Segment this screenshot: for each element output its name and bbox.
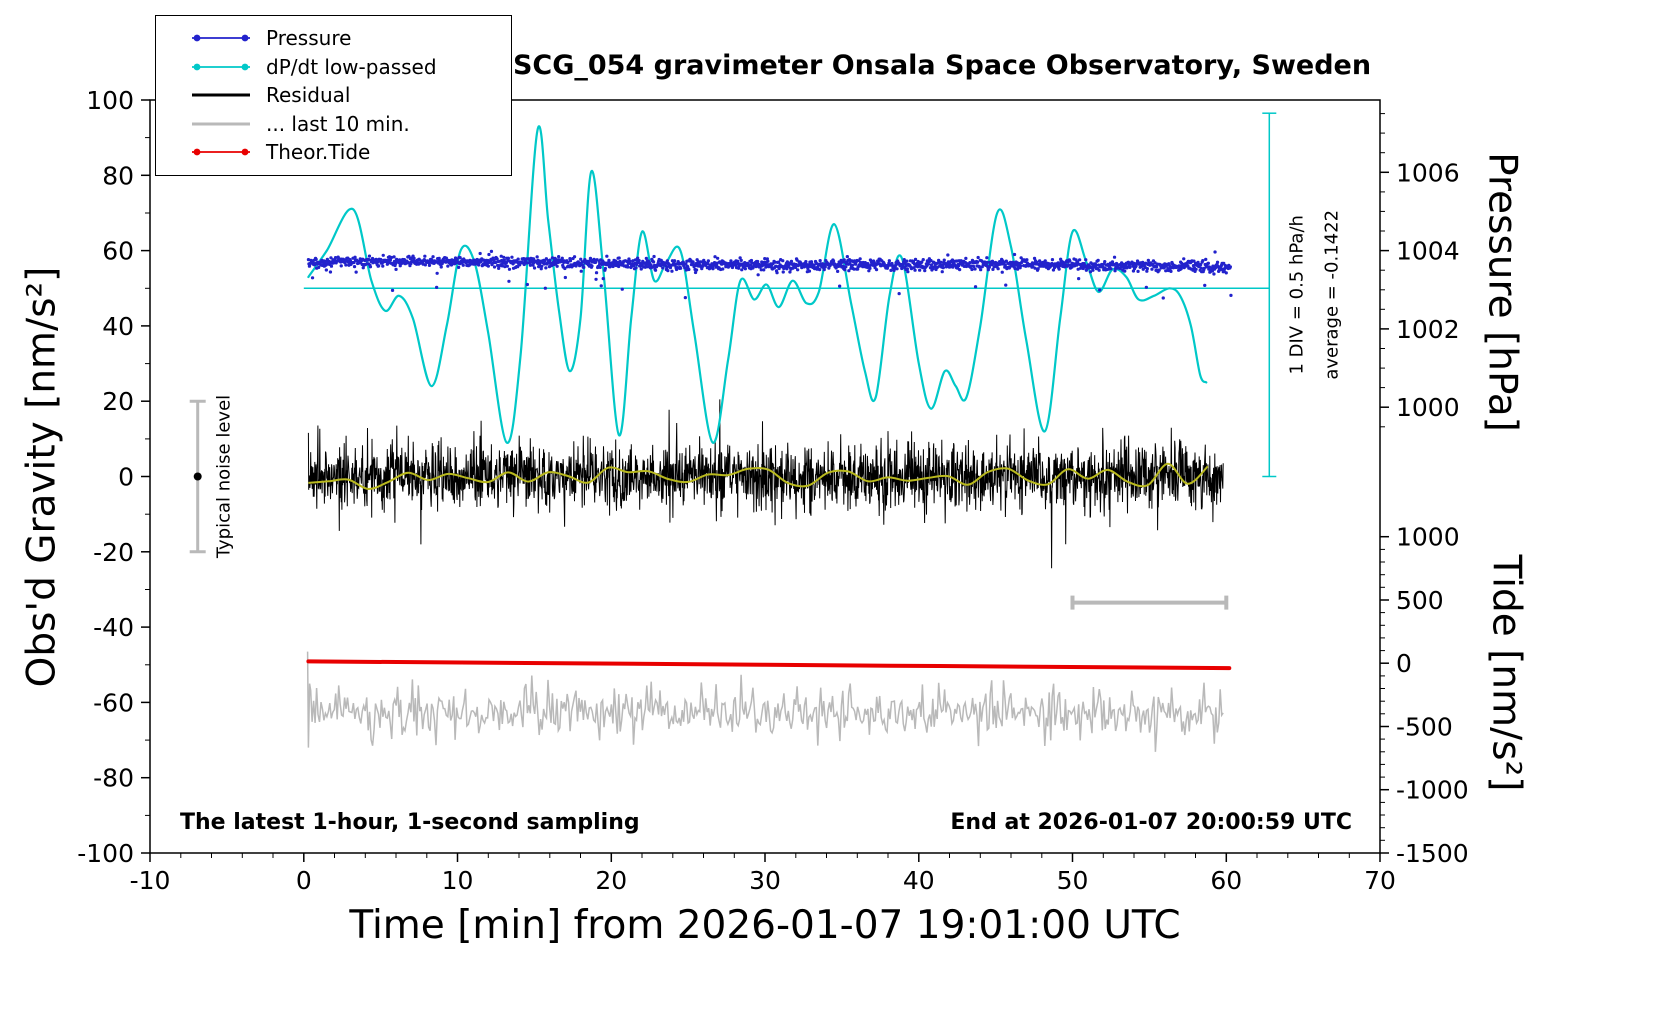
legend-swatch-pressure-icon — [192, 34, 250, 42]
y-tick-label: -40 — [93, 613, 134, 642]
x-tick-label: 40 — [903, 866, 935, 895]
x-tick-label: 0 — [296, 866, 312, 895]
tide-tick-label: -1000 — [1396, 776, 1469, 805]
tide-tick-label: -500 — [1396, 713, 1453, 742]
y-tick-label: 20 — [102, 387, 134, 416]
series-pressure — [306, 249, 1233, 300]
pressure-tick-label: 1004 — [1396, 237, 1460, 266]
typical-noise-level-label: Typical noise level — [214, 395, 235, 559]
tide-tick-label: 500 — [1396, 586, 1444, 615]
x-axis-label: Time [min] from 2026-01-07 19:01:00 UTC — [349, 903, 1181, 948]
y-axis-label-gravity: Obs'd Gravity [nm/s²] — [19, 266, 65, 688]
noise-level-dot — [193, 472, 202, 481]
x-tick-label: 70 — [1364, 866, 1396, 895]
y-tick-label: -60 — [93, 688, 134, 717]
legend-label: ... last 10 min. — [266, 111, 410, 136]
end-time-note: End at 2026-01-07 20:00:59 UTC — [950, 810, 1352, 835]
series-group — [306, 125, 1233, 752]
series-theor-tide — [306, 659, 1232, 671]
legend-label: Theor.Tide — [266, 140, 371, 165]
series-residual-low-passed — [308, 462, 1209, 490]
y-tick-label: 80 — [102, 161, 134, 190]
legend-label: Pressure — [266, 26, 352, 51]
y-tick-label: 60 — [102, 237, 134, 266]
average-label: average = -0.1422 — [1321, 210, 1342, 380]
div-scale-label: 1 DIV = 0.5 hPa/h — [1286, 215, 1307, 375]
pressure-tick-label: 1006 — [1396, 158, 1460, 187]
legend-label: dP/dt low-passed — [266, 54, 437, 79]
legend-item-theor-tide: Theor.Tide — [190, 138, 511, 167]
series-last-10-min — [306, 651, 1224, 752]
x-tick-label: 30 — [749, 866, 781, 895]
x-tick-label: 60 — [1210, 866, 1242, 895]
tide-tick-label: 0 — [1396, 649, 1412, 678]
legend-label: Residual — [266, 83, 351, 108]
y-tick-label: -80 — [93, 764, 134, 793]
series-dp-dt-low-passed — [307, 125, 1208, 444]
legend: Pressure dP/dt low-passed Residual ... last… — [155, 15, 512, 176]
tide-tick-label: 1000 — [1396, 523, 1460, 552]
y-tick-label: 40 — [102, 312, 134, 341]
y-tick-label: -20 — [93, 538, 134, 567]
legend-swatch-dp-dt-low-passed-icon — [192, 63, 250, 71]
x-tick-label: 10 — [442, 866, 474, 895]
series-residual — [307, 399, 1224, 569]
legend-swatch-theor-tide-icon — [192, 148, 250, 156]
pressure-tick-label: 1000 — [1396, 393, 1460, 422]
legend-item-residual: Residual — [190, 81, 511, 110]
legend-swatch-residual-icon — [192, 93, 250, 97]
legend-item-pressure: Pressure — [190, 24, 511, 53]
y-tick-label: -100 — [77, 839, 134, 868]
y-axis-label-tide: Tide [nm/s²] — [1483, 554, 1529, 792]
legend-item-last-10-min: ... last 10 min. — [190, 110, 511, 139]
pressure-tick-label: 1002 — [1396, 315, 1460, 344]
y-tick-label: 0 — [118, 463, 134, 492]
sampling-note: The latest 1-hour, 1-second sampling — [180, 810, 640, 835]
legend-item-dp-dt-low-passed: dP/dt low-passed — [190, 53, 511, 82]
x-tick-label: -10 — [130, 866, 171, 895]
y-axis-label-pressure: Pressure [hPa] — [1479, 152, 1525, 432]
y-tick-label: 100 — [86, 86, 134, 115]
chart-title: SCG_054 gravimeter Onsala Space Observat… — [512, 50, 1372, 81]
tide-tick-label: -1500 — [1396, 839, 1469, 868]
x-tick-label: 50 — [1057, 866, 1089, 895]
legend-swatch-last-10-min-icon — [192, 122, 250, 126]
x-tick-label: 20 — [595, 866, 627, 895]
